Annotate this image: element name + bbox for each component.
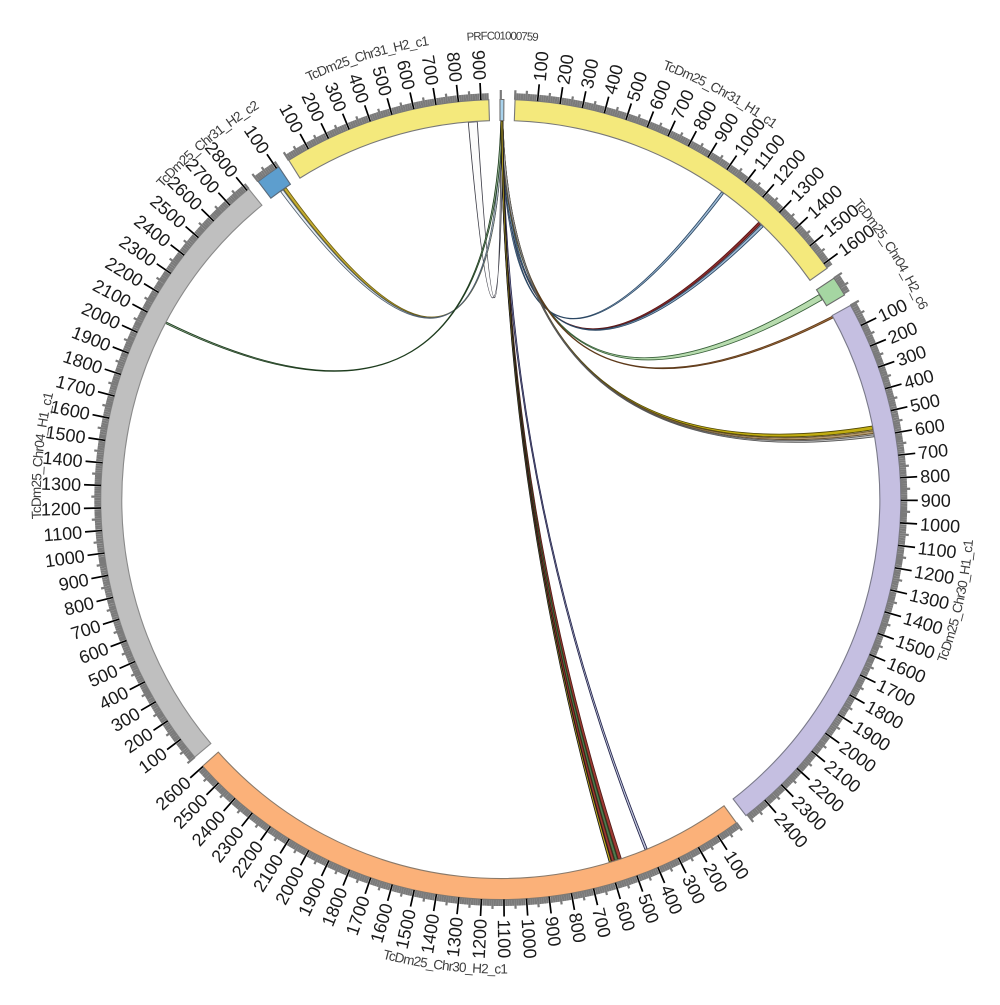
svg-text:PRFC01000759: PRFC01000759 [466, 30, 538, 43]
svg-text:1200: 1200 [469, 919, 491, 960]
svg-text:1000: 1000 [919, 514, 960, 536]
svg-text:1400: 1400 [42, 448, 84, 472]
svg-text:200: 200 [553, 53, 577, 86]
svg-text:1300: 1300 [41, 474, 82, 495]
svg-text:1200: 1200 [41, 499, 81, 520]
svg-text:800: 800 [443, 51, 466, 83]
svg-text:1100: 1100 [917, 538, 958, 562]
svg-text:1300: 1300 [443, 916, 467, 958]
svg-text:1000: 1000 [518, 918, 541, 959]
svg-text:700: 700 [418, 54, 443, 87]
svg-text:1100: 1100 [494, 919, 514, 958]
svg-text:700: 700 [917, 440, 949, 463]
svg-text:600: 600 [913, 415, 946, 440]
svg-text:900: 900 [921, 491, 951, 511]
svg-text:1100: 1100 [43, 522, 83, 545]
svg-text:800: 800 [920, 465, 951, 487]
svg-text:900: 900 [468, 50, 489, 81]
svg-text:900: 900 [541, 915, 564, 947]
svg-text:100: 100 [530, 50, 553, 82]
